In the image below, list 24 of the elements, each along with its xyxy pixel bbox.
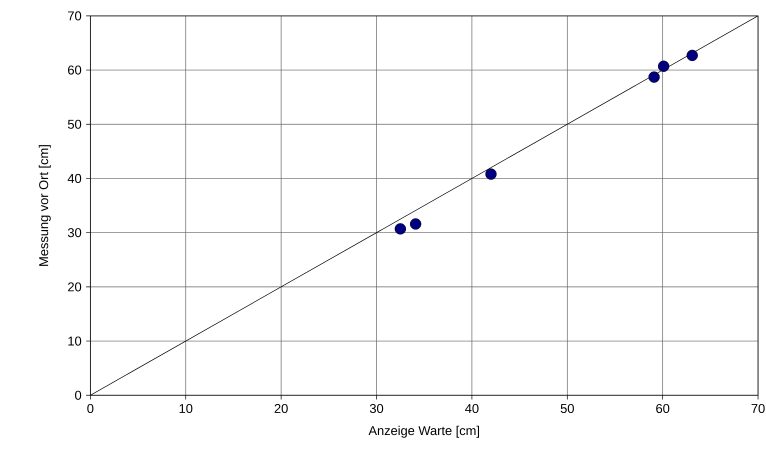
point <box>410 218 422 230</box>
x-tick-label: 40 <box>465 404 479 414</box>
y-tick-label: 40 <box>68 174 82 184</box>
y-tick-label: 50 <box>68 120 82 129</box>
y-tick-label: 70 <box>68 11 82 21</box>
x-tick-label: 60 <box>656 404 670 414</box>
point <box>485 168 497 180</box>
x-tick-label: 20 <box>274 404 288 414</box>
x-tick-label: 70 <box>752 404 765 414</box>
x-tick-label: 10 <box>180 404 192 414</box>
point <box>686 50 698 62</box>
x-axis-title: Anzeige Warte [cm] <box>368 426 480 438</box>
point <box>394 223 406 235</box>
y-tick-label: 60 <box>68 66 82 75</box>
x-tick-label: 30 <box>370 404 384 414</box>
point <box>648 72 660 83</box>
y-tick-label: 20 <box>68 282 82 292</box>
y-tick-label: 30 <box>68 228 82 238</box>
x-tick-label: 50 <box>560 404 574 414</box>
point <box>658 60 670 72</box>
x-tick-label: 0 <box>87 404 94 414</box>
y-tick-label: 0 <box>75 390 82 400</box>
y-tick-label: 10 <box>68 336 82 346</box>
y-axis-title: Messung vor Ort [cm] <box>38 145 51 266</box>
